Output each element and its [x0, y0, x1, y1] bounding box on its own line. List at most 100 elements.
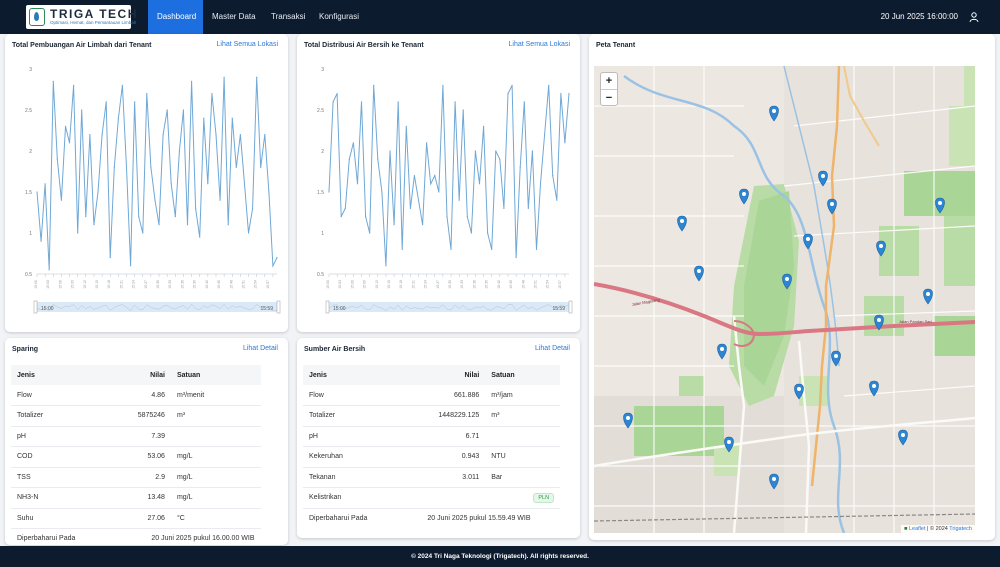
data-point — [389, 150, 391, 152]
data-point — [77, 232, 79, 234]
column-header-satuan: Satuan — [485, 365, 561, 385]
tenant-map[interactable]: Jalan Magelang Jalan Pandan Sari + − ■ L… — [594, 66, 975, 533]
x-tick-label: 15:09 — [71, 280, 75, 289]
data-point — [434, 175, 436, 177]
x-tick-label: 15:45 — [217, 280, 221, 289]
y-tick-label: 1 — [321, 231, 324, 237]
x-tick-label: 15:36 — [472, 280, 476, 289]
data-point — [85, 216, 87, 218]
data-point — [523, 101, 525, 103]
cell-satuan: m³/jam — [485, 385, 561, 406]
table-row: TSS 2.9 mg/L — [11, 467, 261, 488]
line-chart: 0.5 1 1.5 2 2.5 3 15:00 15:03 15:06 15:09 15:12 15:… — [25, 67, 281, 314]
table-header-row: Jenis Nilai Satuan — [303, 365, 561, 385]
view-all-locations-link[interactable]: Lihat Semua Lokasi — [216, 41, 278, 48]
cell-satuan: m³/menit — [170, 385, 261, 406]
map-tiles[interactable]: Jalan Magelang Jalan Pandan Sari — [594, 66, 975, 533]
data-point — [499, 158, 501, 160]
x-tick-label: 15:15 — [95, 280, 99, 289]
x-tick-label: 15:27 — [144, 280, 148, 289]
data-point — [166, 109, 168, 111]
data-point — [190, 80, 193, 82]
data-point — [174, 216, 176, 218]
x-tick-label: 15:39 — [485, 280, 489, 289]
data-point — [195, 207, 197, 209]
map-road-label: Jalan Pandan Sari — [899, 319, 932, 324]
x-tick-label: 15:39 — [193, 280, 197, 289]
data-point — [421, 224, 424, 226]
data-point — [40, 240, 42, 242]
data-point — [454, 101, 456, 103]
data-point — [56, 158, 58, 160]
table-row: Flow 661.886 m³/jam — [303, 385, 561, 406]
data-point — [438, 191, 440, 193]
y-tick-label: 2 — [29, 149, 32, 155]
data-point — [93, 224, 95, 226]
data-point — [170, 183, 172, 185]
column-header-nilai: Nilai — [373, 365, 486, 385]
zoom-out-button[interactable]: − — [601, 89, 617, 105]
data-point — [556, 199, 558, 201]
map-attribution: ■ Leaflet | © 2024 Trigatech — [901, 525, 975, 533]
power-source-badge: PLN — [533, 492, 555, 503]
user-icon[interactable] — [969, 12, 979, 22]
y-tick-label: 0.5 — [25, 272, 32, 278]
view-detail-link[interactable]: Lihat Detail — [242, 345, 278, 352]
table-row: pH 7.39 — [11, 426, 261, 447]
kelistrikan-label: Kelistrikan — [303, 487, 374, 509]
nav-konfigurasi[interactable]: Konfigurasi — [319, 12, 360, 21]
data-point — [462, 109, 464, 111]
zoom-in-button[interactable]: + — [605, 75, 613, 87]
y-tick-label: 1.5 — [317, 190, 324, 196]
cell-nilai: 6.71 — [373, 426, 486, 447]
cell-satuan — [485, 426, 561, 447]
data-point — [446, 216, 448, 218]
nav-master-data[interactable]: Master Data — [212, 12, 256, 21]
updated-value: 20 Juni 2025 pukul 16.00.00 WIB — [81, 528, 261, 545]
data-point — [134, 101, 136, 103]
data-point — [405, 125, 407, 127]
data-point — [344, 207, 346, 209]
view-all-locations-link[interactable]: Lihat Semua Lokasi — [508, 41, 570, 48]
cell-jenis: pH — [11, 426, 82, 447]
sparing-card: Sparing Lihat Detail Jenis Nilai Satuan … — [5, 338, 288, 545]
card-title: Sumber Air Bersih — [304, 346, 366, 353]
x-tick-label: 15:33 — [168, 280, 172, 289]
cell-jenis: TSS — [11, 467, 82, 488]
view-detail-link[interactable]: Lihat Detail — [534, 345, 570, 352]
table-row: Totalizer 1448229.125 m³ — [303, 405, 561, 427]
data-point — [442, 84, 444, 86]
table-header-row: Jenis Nilai Satuan — [11, 365, 261, 385]
data-point — [552, 175, 554, 177]
data-point — [478, 183, 481, 185]
x-tick-label: 15:12 — [83, 280, 87, 289]
data-point — [150, 166, 152, 168]
cell-satuan: m³ — [485, 405, 561, 427]
data-point — [531, 150, 533, 152]
data-point — [260, 166, 262, 168]
top-navbar: TRIGA TECH Optimasi, Hemat, dan Pemantau… — [0, 0, 1000, 34]
data-point — [105, 101, 107, 103]
trigatech-link[interactable]: Trigatech — [949, 526, 972, 532]
table-row: Flow 4.86 m³/menit — [11, 385, 261, 406]
data-point — [125, 166, 128, 168]
data-point — [560, 93, 562, 95]
data-point — [409, 207, 411, 209]
card-title: Total Pembuangan Air Limbah dari Tenant — [12, 42, 152, 49]
table-row: Tekanan 3.011 Bar — [303, 467, 561, 488]
range-handle-right — [568, 300, 573, 314]
data-point — [48, 269, 50, 271]
data-point — [113, 166, 115, 168]
data-point — [340, 216, 342, 218]
range-handle-left — [33, 300, 38, 314]
data-point — [332, 101, 334, 103]
leaflet-link[interactable]: Leaflet — [909, 526, 926, 532]
x-tick-label: 15:18 — [399, 280, 403, 289]
nav-transaksi[interactable]: Transaksi — [271, 12, 306, 21]
data-point — [268, 191, 270, 193]
brand-logo[interactable]: TRIGA TECH Optimasi, Hemat, dan Pemantau… — [26, 5, 136, 29]
data-point — [138, 216, 140, 218]
nav-dashboard[interactable]: Dashboard — [148, 0, 203, 34]
x-tick-label: 15:57 — [266, 280, 270, 289]
cell-nilai: 53.06 — [81, 446, 171, 468]
